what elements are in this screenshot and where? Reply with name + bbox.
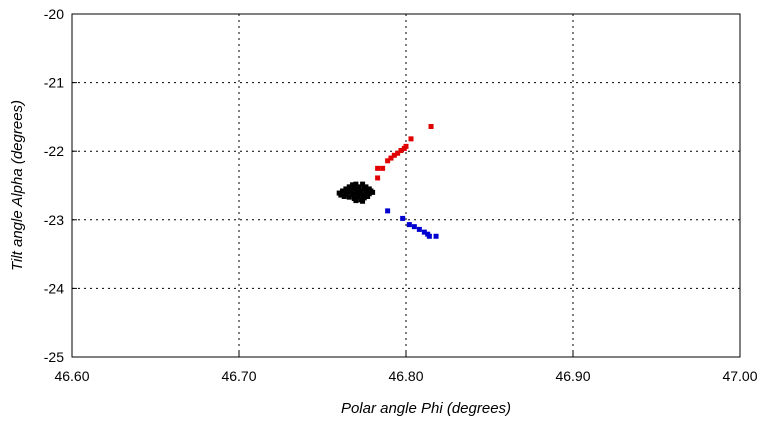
data-point <box>428 124 434 130</box>
data-point <box>360 192 366 198</box>
data-point <box>375 165 381 171</box>
data-point <box>403 143 409 149</box>
y-axis-title: Tilt angle Alpha (degrees) <box>9 100 26 271</box>
data-point <box>366 191 372 197</box>
data-point <box>395 150 401 156</box>
data-point <box>421 229 427 235</box>
data-point <box>355 193 361 199</box>
data-point <box>351 185 357 191</box>
data-point <box>361 195 367 201</box>
data-point <box>398 148 404 154</box>
data-point <box>426 233 432 239</box>
data-point <box>345 189 351 195</box>
data-point <box>346 184 352 190</box>
y-tick-label: -24 <box>44 280 64 296</box>
data-point <box>350 191 356 197</box>
y-tick-label: -22 <box>44 143 64 159</box>
data-point <box>360 181 366 187</box>
y-tick-label: -23 <box>44 212 64 228</box>
data-points <box>336 124 439 239</box>
data-point <box>433 233 439 239</box>
data-point <box>343 186 349 192</box>
data-point <box>411 224 417 230</box>
data-point <box>341 193 347 199</box>
y-tick-label: -20 <box>44 6 64 22</box>
plot-area-frame <box>71 13 741 358</box>
data-point <box>348 187 354 193</box>
data-point <box>360 198 366 204</box>
data-point <box>340 188 346 194</box>
data-point <box>338 192 344 198</box>
data-point <box>380 165 386 171</box>
series-2 <box>385 208 439 239</box>
data-point <box>365 193 371 199</box>
data-point <box>370 189 376 195</box>
y-tick-label: -21 <box>44 75 64 91</box>
data-point <box>355 187 361 193</box>
data-point <box>385 208 391 214</box>
data-point <box>350 182 356 188</box>
data-point <box>353 189 359 195</box>
data-point <box>385 158 391 164</box>
y-tick-label: -25 <box>44 349 64 365</box>
series-0 <box>336 181 376 204</box>
data-point <box>391 152 397 158</box>
y-axis-tick-labels: -25 -24 -23 -22 -21 -20 <box>44 6 64 365</box>
data-point <box>375 175 381 181</box>
data-point <box>358 188 364 194</box>
data-point <box>363 184 369 190</box>
data-point <box>356 184 362 190</box>
x-tick-label: 47.00 <box>722 368 757 384</box>
data-point <box>406 222 412 228</box>
x-axis-title: Polar angle Phi (degrees) <box>341 400 511 417</box>
data-point <box>408 136 414 142</box>
data-point <box>346 194 352 200</box>
axis-ticks <box>71 13 741 358</box>
data-point <box>353 181 359 187</box>
x-tick-label: 46.60 <box>54 368 89 384</box>
data-point <box>356 191 362 197</box>
x-tick-label: 46.90 <box>555 368 590 384</box>
series-1 <box>375 124 434 181</box>
x-tick-label: 46.80 <box>388 368 423 384</box>
gridlines <box>72 14 740 357</box>
data-point <box>388 155 394 161</box>
x-axis-tick-labels: 46.60 46.70 46.80 46.90 47.00 <box>54 368 757 384</box>
data-point <box>353 198 359 204</box>
x-tick-label: 46.70 <box>221 368 256 384</box>
data-point <box>416 226 422 232</box>
data-point <box>400 215 406 221</box>
data-point <box>366 186 372 192</box>
